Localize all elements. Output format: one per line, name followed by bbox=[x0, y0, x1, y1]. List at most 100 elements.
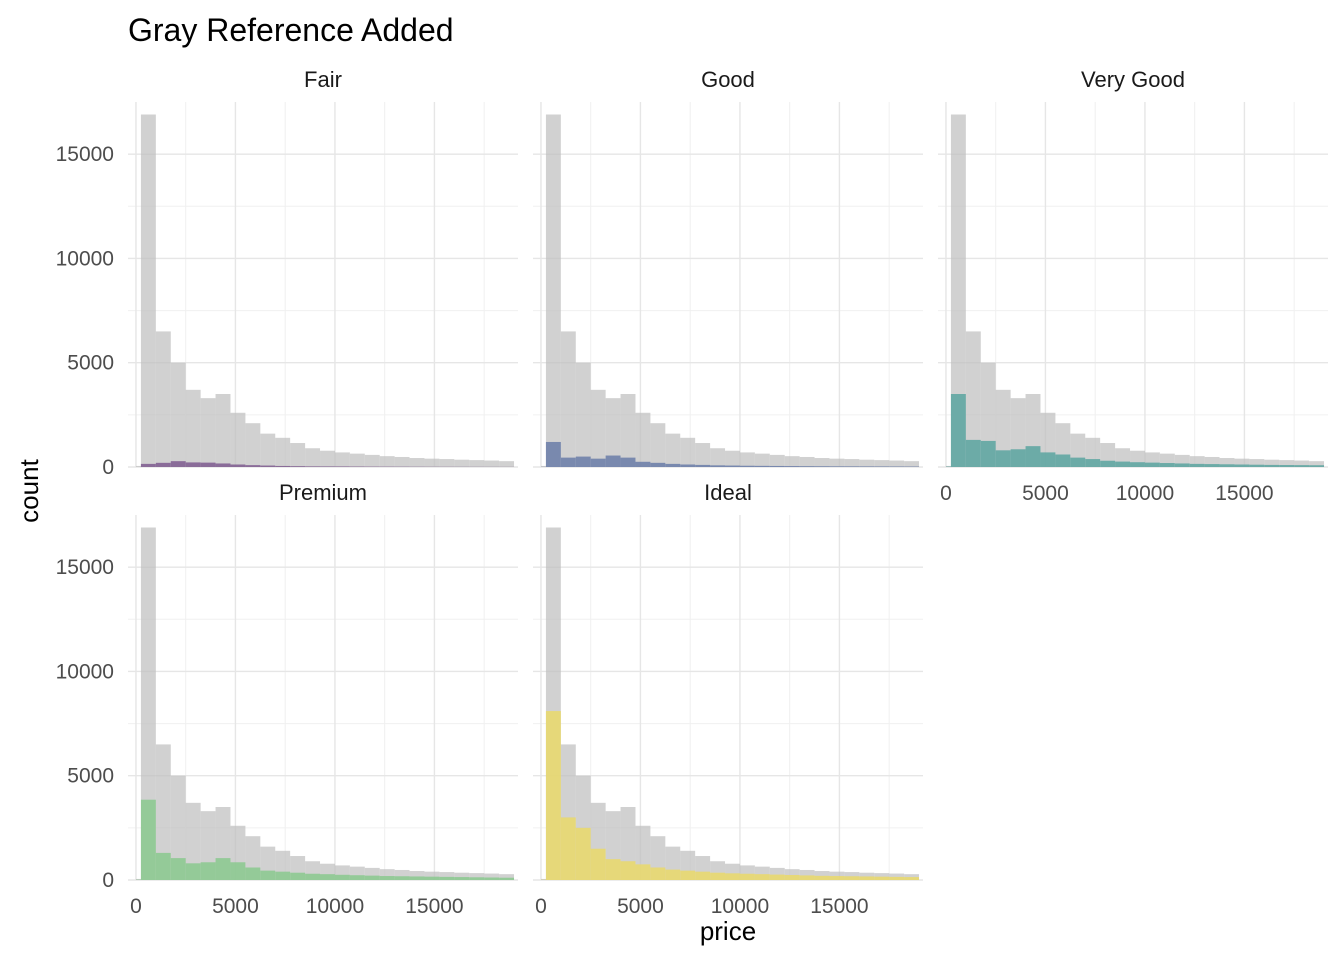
reference-bar bbox=[394, 456, 410, 467]
reference-bar bbox=[560, 331, 576, 467]
panel-bar bbox=[140, 799, 156, 880]
panel-bar bbox=[1279, 465, 1295, 467]
reference-bar bbox=[499, 461, 515, 467]
reference-bar bbox=[424, 871, 440, 880]
panel-bar bbox=[454, 877, 470, 880]
panel-bar bbox=[1294, 465, 1310, 467]
panel-bar bbox=[769, 874, 785, 880]
reference-bar bbox=[499, 874, 515, 880]
panel-bar bbox=[725, 873, 740, 880]
panel-bar bbox=[710, 465, 726, 467]
x-tick-label: 0 bbox=[130, 895, 142, 918]
reference-bar bbox=[859, 872, 875, 880]
reference-bar bbox=[439, 459, 455, 467]
panel-bar bbox=[695, 871, 711, 880]
panel-bar bbox=[1189, 463, 1205, 467]
x-tick-label: 15000 bbox=[405, 895, 463, 918]
reference-bar bbox=[945, 465, 951, 467]
panel-bar bbox=[290, 466, 306, 467]
panel-bar bbox=[844, 466, 860, 467]
reference-bar bbox=[620, 394, 636, 467]
x-tick-label: 5000 bbox=[1022, 482, 1069, 505]
reference-bar bbox=[185, 802, 201, 880]
panel-bar bbox=[560, 817, 576, 880]
panel-bar bbox=[799, 875, 815, 880]
y-tick-label: 5000 bbox=[67, 352, 114, 375]
panel-bar bbox=[814, 466, 830, 467]
panel-bar bbox=[200, 462, 216, 467]
panel-bar bbox=[170, 461, 186, 467]
reference-bar bbox=[725, 450, 740, 467]
panel-bar bbox=[1264, 464, 1280, 467]
panel-bar bbox=[620, 457, 636, 467]
panel-bar bbox=[575, 456, 591, 467]
y-axis-title: count bbox=[14, 458, 44, 522]
panel-bar bbox=[1130, 462, 1145, 467]
reference-bar bbox=[605, 398, 621, 467]
panel-bar bbox=[680, 870, 696, 880]
reference-bar bbox=[135, 465, 141, 467]
reference-bar bbox=[245, 423, 261, 467]
panel-bar bbox=[739, 873, 755, 880]
reference-bar bbox=[545, 114, 561, 467]
panel-bar bbox=[275, 465, 291, 467]
x-tick-label: 0 bbox=[940, 482, 952, 505]
reference-bar bbox=[170, 775, 186, 880]
reference-bar bbox=[889, 460, 905, 467]
panel-bar bbox=[1174, 463, 1190, 467]
reference-bar bbox=[1249, 459, 1265, 467]
chart-title: Gray Reference Added bbox=[128, 12, 454, 48]
panel-bar bbox=[995, 450, 1011, 467]
reference-bar bbox=[364, 454, 380, 467]
panel-bar bbox=[305, 873, 321, 880]
facet-strip-label: Ideal bbox=[704, 480, 752, 505]
panel-bar bbox=[1025, 446, 1041, 467]
panel-bar bbox=[710, 872, 726, 880]
reference-bar bbox=[814, 458, 830, 467]
panel-bar bbox=[215, 463, 231, 467]
reference-bar bbox=[680, 437, 696, 467]
y-tick-label: 10000 bbox=[56, 247, 114, 270]
panel-bar bbox=[320, 874, 335, 880]
facet-panel: Very Good 0 5000 10000 15000 bbox=[938, 67, 1328, 505]
panel-bar bbox=[545, 441, 561, 467]
reference-bar bbox=[155, 744, 171, 880]
panel-bar bbox=[605, 859, 621, 880]
reference-bar bbox=[844, 459, 860, 467]
reference-bar bbox=[230, 412, 246, 467]
panel-bar bbox=[275, 871, 291, 880]
reference-bar bbox=[575, 362, 591, 467]
panel-bar bbox=[650, 867, 666, 880]
panel-bar bbox=[230, 464, 246, 467]
panel-bar bbox=[245, 867, 261, 880]
panel-bar bbox=[290, 872, 306, 880]
panel-bar bbox=[889, 466, 905, 467]
panel-bar bbox=[965, 439, 981, 467]
panel-bar bbox=[560, 457, 576, 467]
panel-bar bbox=[889, 876, 905, 880]
x-tick-label: 15000 bbox=[1215, 482, 1273, 505]
reference-bar bbox=[995, 389, 1011, 467]
panel-bar bbox=[1309, 465, 1325, 467]
reference-bar bbox=[1189, 456, 1205, 467]
panel-bar bbox=[635, 864, 651, 880]
panel-bar bbox=[874, 876, 890, 880]
reference-bar bbox=[1219, 458, 1235, 467]
reference-bar bbox=[1264, 459, 1280, 467]
panel-bar bbox=[379, 876, 395, 880]
panel-bar bbox=[980, 440, 996, 467]
reference-bar bbox=[1279, 460, 1295, 467]
facet-panels: Fair 0 5000 10000 15000 Good Very Good 0 5000 100… bbox=[56, 67, 1328, 918]
panel-bar bbox=[605, 455, 621, 467]
panel-bar bbox=[814, 875, 830, 880]
reference-bar bbox=[379, 869, 395, 880]
panel-bar bbox=[484, 877, 500, 880]
reference-bar bbox=[904, 461, 920, 467]
panel-bar bbox=[635, 461, 651, 467]
reference-bar bbox=[829, 458, 845, 467]
facet-panel: Good bbox=[533, 67, 923, 468]
panel-bar bbox=[650, 462, 666, 467]
reference-bar bbox=[590, 389, 606, 467]
reference-bar bbox=[469, 460, 485, 467]
panel-bar bbox=[784, 466, 800, 467]
